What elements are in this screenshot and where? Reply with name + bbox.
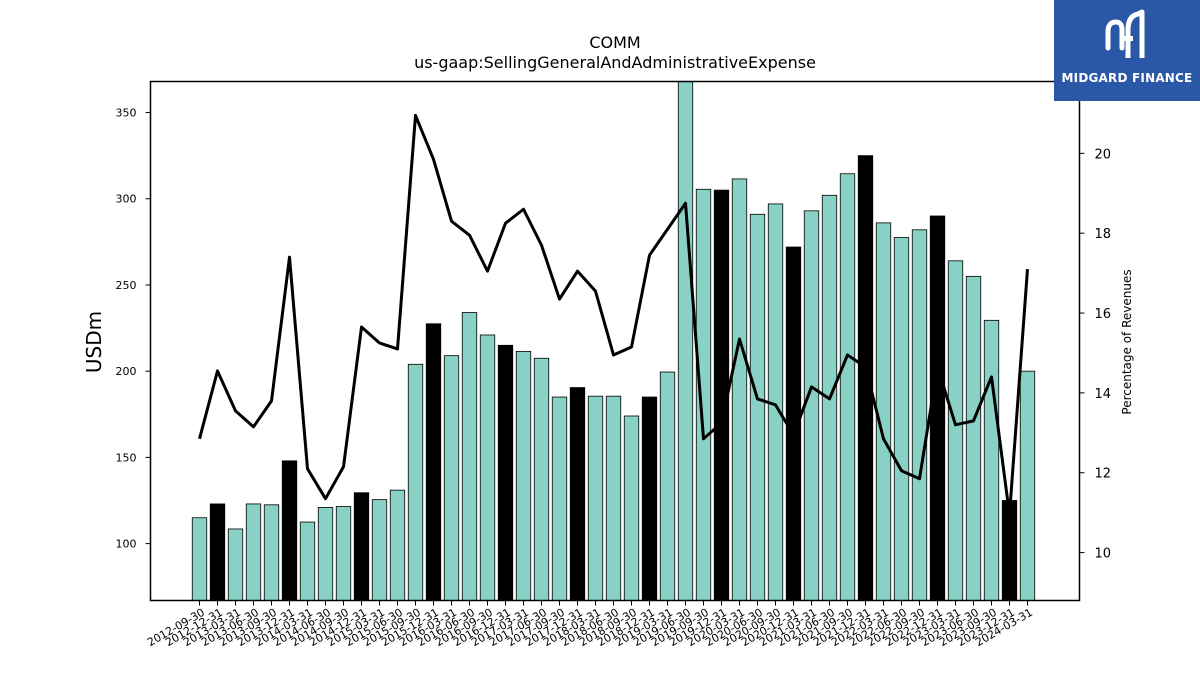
y-tick-label: 350	[116, 107, 137, 120]
bar-2013-12-31	[281, 460, 298, 601]
bar-2022-12-31	[929, 215, 946, 601]
bar-2022-03-31	[875, 222, 892, 601]
bar-2019-09-30	[695, 188, 712, 601]
y-tick-label: 200	[116, 365, 137, 378]
bar-2016-03-31	[443, 355, 460, 601]
y2-tick-label: 16	[1095, 307, 1112, 322]
bar-2021-03-31	[803, 210, 820, 601]
bar-2013-03-31	[227, 528, 244, 601]
bar-2019-06-30	[677, 81, 694, 601]
bar-2022-06-30	[893, 237, 910, 601]
logo-mark-icon	[1105, 9, 1145, 58]
chart-subtitle: us-gaap:SellingGeneralAndAdministrativeE…	[414, 53, 816, 72]
bar-2018-09-30	[623, 415, 640, 601]
bar-2012-09-30	[191, 517, 208, 601]
bar-2015-09-30	[407, 363, 424, 601]
bar-2017-03-31	[515, 350, 532, 601]
bar-2012-12-31	[209, 503, 226, 601]
bar-2018-03-31	[587, 395, 604, 601]
bar-2017-09-30	[551, 396, 568, 601]
bar-2021-09-30	[839, 173, 856, 601]
logo-text: MIDGARD FINANCE	[1061, 71, 1193, 85]
y-tick-label: 300	[116, 193, 137, 206]
y2-tick-label: 12	[1095, 467, 1112, 482]
bar-2016-09-30	[479, 334, 496, 601]
bar-2022-09-30	[911, 229, 928, 601]
y-tick-label: 250	[116, 279, 137, 292]
bar-2019-03-31	[659, 371, 676, 601]
bar-2014-06-30	[317, 506, 334, 601]
plot-frame	[149, 80, 1081, 602]
bar-2018-06-30	[605, 395, 622, 601]
bar-2015-03-31	[371, 499, 388, 601]
bar-2023-03-31	[947, 260, 964, 601]
bar-2015-12-31	[425, 323, 442, 601]
bar-2013-06-30	[245, 503, 262, 601]
bar-2018-12-31	[641, 396, 658, 601]
y2-tick-label: 10	[1095, 547, 1112, 562]
percentage-line	[198, 113, 1029, 517]
bar-2013-09-30	[263, 504, 280, 601]
bar-2021-12-31	[857, 155, 874, 601]
y2-tick-label: 18	[1095, 227, 1112, 242]
y2-axis-label: Percentage of Revenues	[1120, 269, 1134, 414]
bar-2020-03-31	[731, 178, 748, 601]
bar-2023-09-30	[983, 319, 1000, 601]
brand-logo: MIDGARD FINANCE	[1054, 0, 1200, 101]
bar-2020-06-30	[749, 213, 766, 601]
bar-2014-03-31	[299, 521, 316, 601]
bar-2014-09-30	[335, 506, 352, 601]
chart-title: COMM	[589, 33, 640, 52]
y2-tick-label: 20	[1095, 147, 1112, 162]
bar-2016-12-31	[497, 344, 514, 601]
y-tick-label: 100	[116, 538, 137, 551]
bar-2023-06-30	[965, 275, 982, 601]
y-tick-label: 150	[116, 451, 137, 464]
bar-2014-12-31	[353, 492, 370, 601]
y-axis-label: USDm	[82, 311, 106, 373]
bar-2017-12-31	[569, 387, 586, 601]
bar-2024-03-31	[1019, 370, 1036, 601]
bar-2016-06-30	[461, 312, 478, 601]
y2-tick-label: 14	[1095, 387, 1112, 402]
bar-2015-06-30	[389, 489, 406, 601]
bar-2017-06-30	[533, 357, 550, 601]
